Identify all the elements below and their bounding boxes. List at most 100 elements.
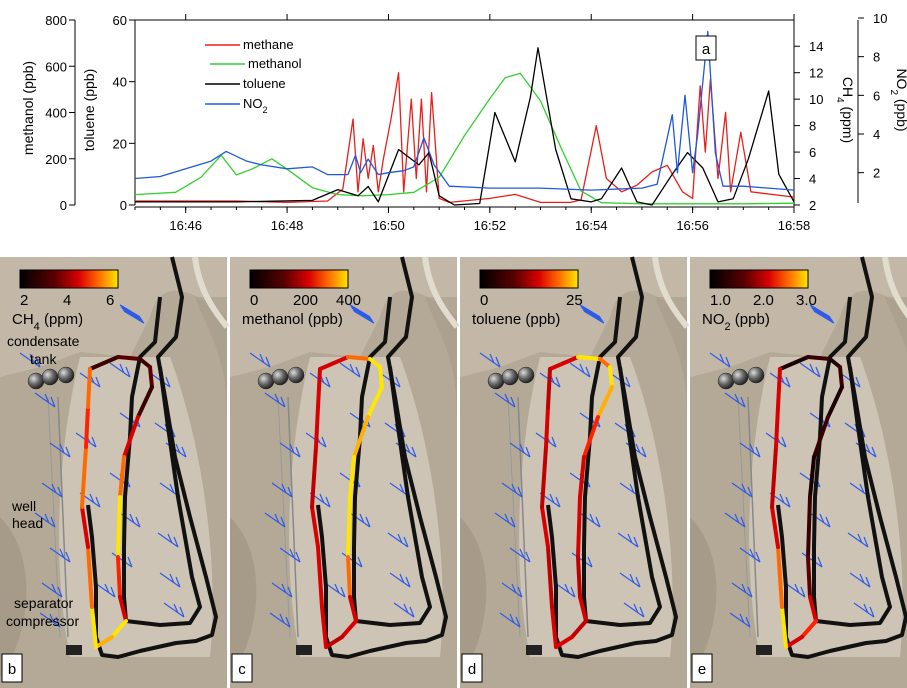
wind-barb (579, 304, 601, 318)
colored-track-segment (800, 619, 818, 639)
wind-barb (34, 392, 56, 408)
compressor-icon (526, 645, 542, 655)
tank-icon (501, 368, 519, 386)
series-line-no (134, 30, 795, 191)
colorbar-tick-label: 200 (293, 292, 318, 309)
wind-barb (324, 582, 346, 598)
series-line-toluene (135, 47, 795, 206)
x-tick-label: 16:46 (169, 218, 202, 233)
compressor-icon (756, 645, 772, 655)
colored-track-segment (576, 555, 582, 599)
tank-icon (287, 366, 305, 384)
colored-track-segment (838, 365, 844, 389)
no2-tick-label: 10 (873, 11, 887, 26)
terrain-patch (0, 517, 27, 677)
pipe (747, 396, 759, 638)
x-tick-label: 16:54 (575, 218, 608, 233)
wind-barb (34, 512, 56, 528)
colorbar-tick-label: 25 (566, 292, 583, 309)
colorbar-label: NO2 (ppb) (702, 311, 770, 333)
colored-track-segment (546, 367, 552, 409)
methanol-tick-label: 600 (45, 59, 67, 74)
tank-icon (731, 368, 749, 386)
pipe (517, 396, 529, 638)
map-panel-b: 2 4 6 CH4 (ppm) b (0, 256, 230, 688)
colored-track-segment (116, 555, 122, 599)
x-tick-label: 16:56 (676, 218, 709, 233)
ch4-tick-label: 14 (809, 39, 823, 54)
terrain-patch (655, 297, 687, 417)
tank-icon (271, 368, 289, 386)
map-panel-c: 0 200 400 methanol (ppb) c (230, 256, 460, 688)
panel-label-box (1, 653, 23, 683)
pipe (277, 396, 291, 638)
legend-label-no2: NO2 (243, 96, 268, 115)
wind-barb (119, 304, 141, 318)
colored-track-segment (80, 445, 88, 509)
wind-barb (847, 532, 869, 548)
ch4-tick-label: 10 (809, 92, 823, 107)
methanol-tick-label: 400 (45, 106, 67, 121)
colored-track-segment (116, 355, 142, 361)
colored-track-segment (812, 415, 830, 459)
tank-icon (717, 372, 735, 390)
colorbar-label: toluene (ppb) (472, 311, 560, 328)
compressor-icon (296, 645, 312, 655)
wind-barb (49, 442, 71, 458)
panel-label-b: b (8, 661, 16, 678)
colored-track-segment (550, 605, 558, 649)
panel-label-d: d (468, 661, 476, 678)
wind-barb (279, 442, 301, 458)
panel-label-e: e (698, 661, 706, 678)
methanol-tick-label: 0 (60, 198, 67, 213)
colored-track-segment (310, 445, 318, 509)
colorbar-tick-label: 400 (336, 292, 361, 309)
wind-barb (271, 482, 293, 498)
panel-label-a-box (695, 35, 717, 61)
map-b-annotations: condensate tank well head separator comp… (6, 333, 80, 629)
terrain-patch (425, 297, 457, 417)
colorbar (249, 269, 349, 289)
toluene-tick-label: 0 (120, 198, 127, 213)
colored-track-segment (86, 545, 94, 609)
colored-track-segment (314, 405, 320, 449)
colorbar-tick-label: 3.0 (796, 292, 817, 309)
no2-tick-label: 2 (873, 166, 880, 181)
colored-track-segment (366, 385, 384, 419)
colorbar-tick-label: 0 (250, 292, 258, 309)
colored-track-segment (368, 357, 382, 369)
colored-track-segment (576, 355, 602, 361)
timeseries-panel: 16:46 16:48 16:50 16:52 16:54 16:56 16:5802004… (20, 11, 907, 233)
colored-track-segment (316, 545, 324, 609)
colorbar (709, 269, 809, 289)
colored-track-segment (94, 635, 114, 649)
no2-tick-label: 8 (873, 50, 880, 65)
wind-barb (94, 582, 116, 598)
map-panel-d: 0 25 toluene (ppb) d (460, 256, 690, 688)
colorbar-label: CH4 (ppm) (12, 311, 83, 333)
wind-barb (163, 602, 185, 618)
pipe (47, 396, 61, 638)
maps-layer: 2 4 6 CH4 (ppm) b 0 200 400 methanol (ppb) c 0 25 to… (0, 256, 907, 688)
terrain-patch (460, 517, 487, 677)
colorbar-tick-label: 6 (106, 292, 114, 309)
map-panel-e: 1.0 2.0 3.0 NO2 (ppb) e (690, 256, 907, 688)
wind-barb (812, 308, 834, 323)
pipe (57, 396, 69, 638)
wind-barb (352, 308, 374, 323)
colored-track-segment (118, 595, 128, 623)
series-line-methanol (134, 72, 795, 205)
colorbar-tick-label: 0 (480, 292, 488, 309)
wind-barb (731, 482, 753, 498)
colored-track-segment (546, 545, 554, 609)
wind-barb (501, 582, 523, 598)
wind-barb (509, 442, 531, 458)
tank-icon (517, 366, 535, 384)
colored-track-segment (346, 355, 372, 361)
colored-track-segment (770, 505, 780, 549)
panel-label-a: a (702, 41, 711, 58)
ch4-tick-label: 2 (809, 198, 816, 213)
terrain-patch (690, 517, 717, 677)
wind-barb (109, 362, 131, 378)
